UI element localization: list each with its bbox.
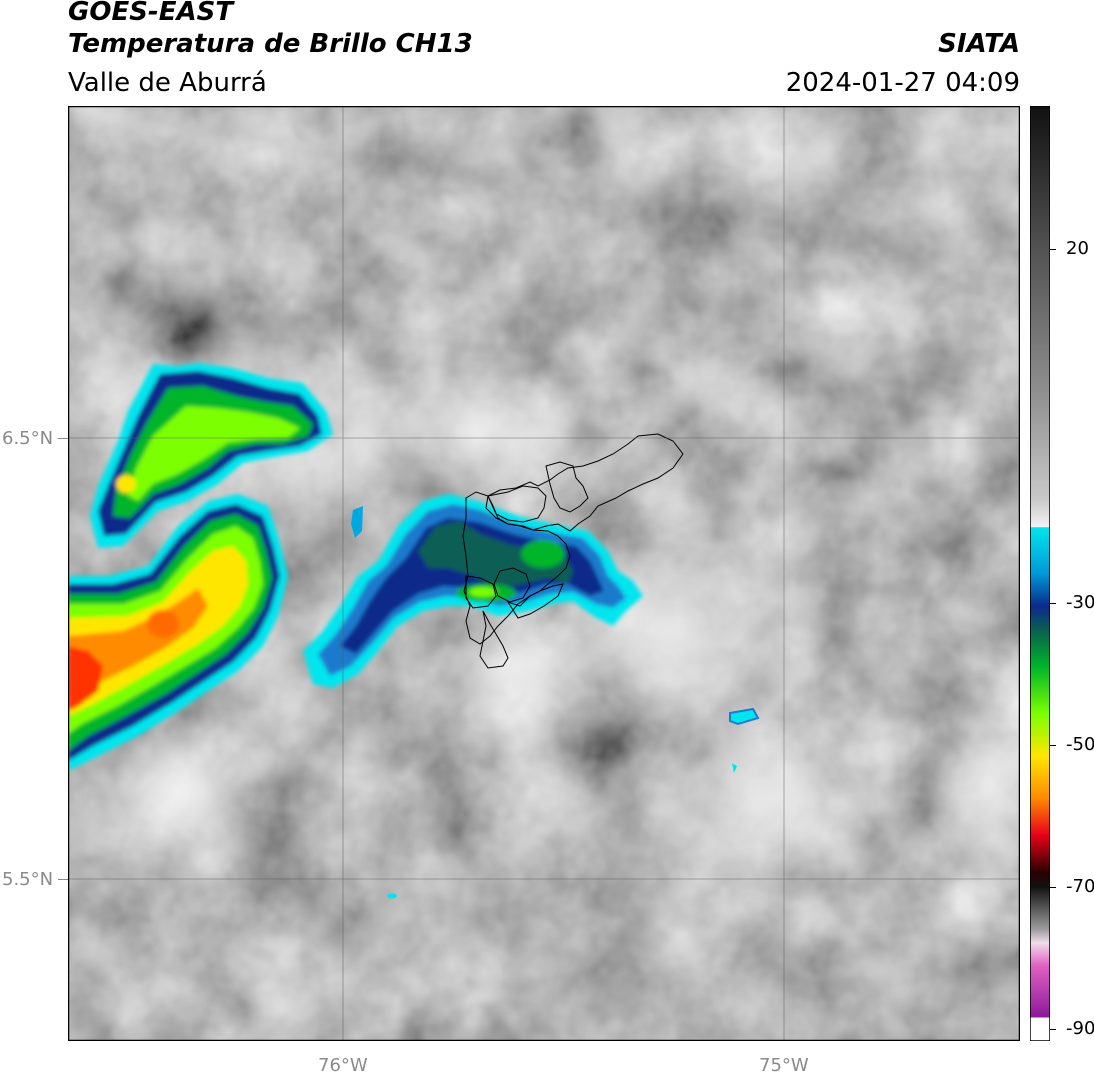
cold-fleck-2 [729,707,760,726]
graticule [68,106,1020,1041]
map-frame [68,106,1020,1041]
colorbar-tick-mark-m70 [1050,887,1056,888]
convective-cell-upper-left [90,363,333,548]
convective-cell-central [303,494,643,688]
municipal-boundaries [462,433,684,669]
colorbar-tick-mark-m30 [1050,603,1056,604]
lat-tick-5-5 [58,879,68,880]
colorbar-tick-mark-20 [1050,249,1056,250]
colorbar-tick-m70: -70 [1066,876,1094,897]
lat-label-6-5: 6.5°N [2,428,54,449]
convective-cell-lower-left [68,494,288,771]
colorbar-tick-20: 20 [1066,238,1089,259]
title-satellite: GOES-EAST [68,0,234,27]
colorbar-tick-m90: -90 [1066,1018,1094,1039]
agency-label: SIATA [938,29,1020,59]
colorbar-tick-mark-m90 [1050,1029,1056,1030]
colorbar [1030,106,1050,1041]
colorbar-tick-m50: -50 [1066,734,1094,755]
satellite-map [68,106,1020,1041]
cold-fleck-3 [732,763,737,773]
subtitle-region: Valle de Aburrá [68,68,267,98]
lat-tick-6-5 [58,438,68,439]
lon-label-76w: 76°W [318,1055,368,1076]
colorbar-tick-m30: -30 [1066,592,1094,613]
cold-fleck-1 [351,506,363,538]
datetime-label: 2024-01-27 04:09 [785,68,1020,98]
lat-label-5-5: 5.5°N [2,869,54,890]
lon-label-75w: 75°W [759,1055,809,1076]
title-product: Temperatura de Brillo CH13 [68,29,473,59]
cold-fleck-4 [387,893,397,899]
colorbar-tick-mark-m50 [1050,745,1056,746]
